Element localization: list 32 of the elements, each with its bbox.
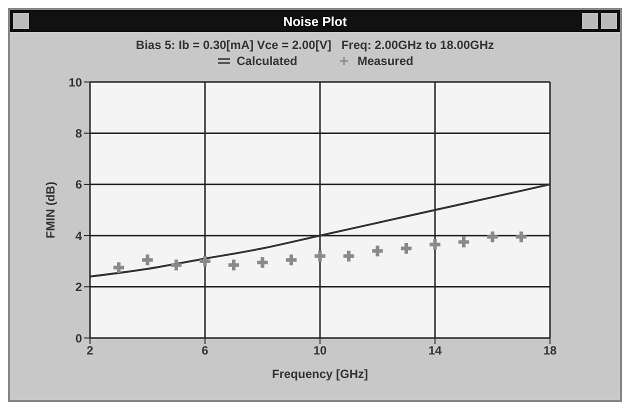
x-tick-label: 14 xyxy=(428,344,442,358)
point xyxy=(286,254,297,266)
point xyxy=(516,232,527,242)
x-tick-label: 10 xyxy=(313,344,327,358)
point xyxy=(343,250,354,262)
y-tick-label: 6 xyxy=(75,178,82,192)
chart-subtitle: Bias 5: Ib = 0.30[mA] Vce = 2.00[V] Freq: 2.00GHz to 18.00GHz xyxy=(134,38,496,52)
point xyxy=(113,262,124,273)
point xyxy=(458,236,470,248)
y-tick-label: 4 xyxy=(75,228,82,243)
x-axis-title: Frequency [GHz] xyxy=(272,367,368,381)
point xyxy=(314,250,326,262)
x-tick-label: 6 xyxy=(202,344,209,358)
point xyxy=(142,254,153,266)
point xyxy=(487,232,498,242)
point xyxy=(372,246,383,256)
y-tick-label: 0 xyxy=(75,331,82,346)
point xyxy=(228,260,240,270)
y-tick-label: 8 xyxy=(75,126,82,140)
point xyxy=(430,239,440,250)
y-axis-title: FMIN (dB) xyxy=(43,182,58,238)
point xyxy=(257,257,268,268)
y-tick-label: 10 xyxy=(68,75,82,90)
point xyxy=(170,260,182,270)
point xyxy=(400,243,412,254)
legend-label: Measured xyxy=(356,54,414,68)
y-tick-label: 2 xyxy=(75,280,82,294)
x-tick-label: 18 xyxy=(543,344,557,358)
legend-label: Calculated xyxy=(236,54,298,68)
chart-title: Noise Plot xyxy=(10,10,620,32)
point xyxy=(200,256,210,267)
x-tick-label: 2 xyxy=(86,344,94,358)
